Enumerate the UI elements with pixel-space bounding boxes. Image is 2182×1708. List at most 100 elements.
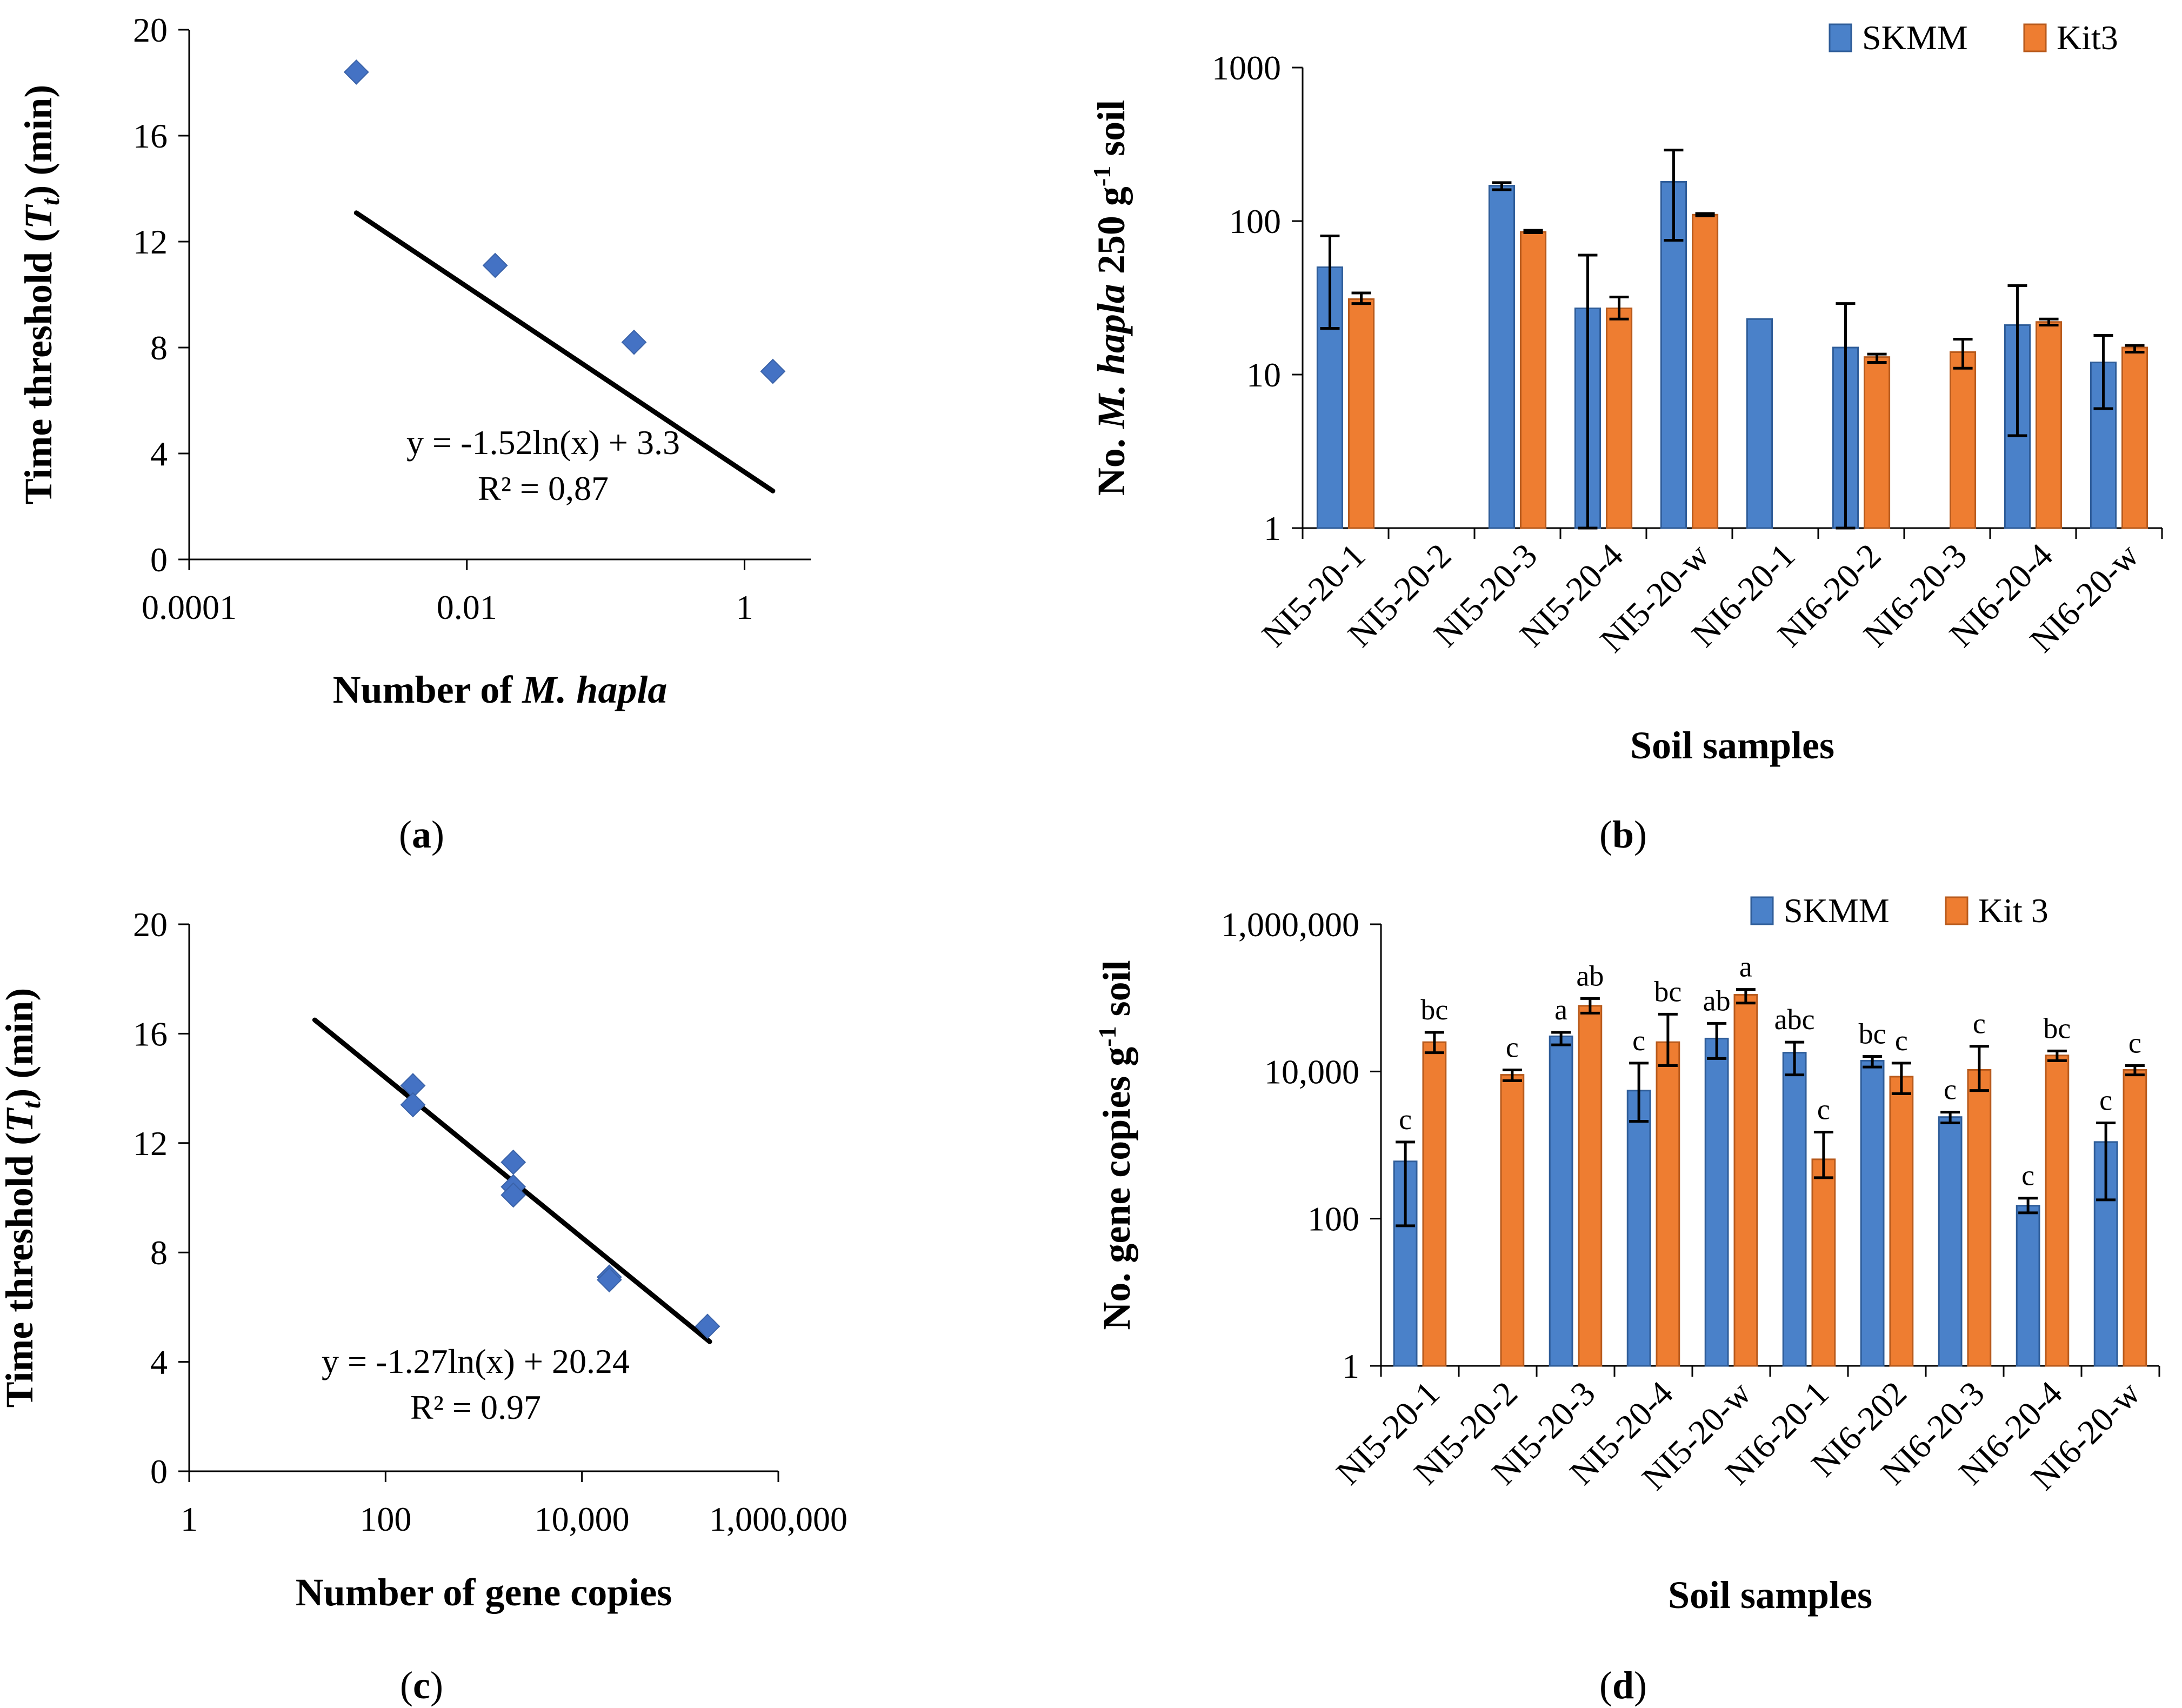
skmm-bar bbox=[1549, 1035, 1573, 1367]
skmm-bar bbox=[1938, 1116, 1963, 1367]
x-axis-title: Number of gene copies bbox=[296, 1571, 672, 1614]
y-axis-title-superscript: -1 bbox=[1093, 1026, 1121, 1046]
y-tick-label: 10 bbox=[1246, 356, 1281, 394]
trendline-equation: y = -1.27ln(x) + 20.24 bbox=[322, 1342, 630, 1380]
x-axis-title: Soil samples bbox=[1630, 724, 1834, 767]
legend-label: SKMM bbox=[1862, 18, 1968, 57]
y-axis-title-suffix: ) (min) bbox=[0, 988, 41, 1102]
y-axis-title-italic: T bbox=[0, 1107, 41, 1132]
significance-letter: bc bbox=[1420, 993, 1448, 1026]
kit3-bar bbox=[1967, 1069, 1992, 1367]
y-axis-title-subscript: t bbox=[36, 197, 65, 205]
r-squared-label: R² = 0.97 bbox=[410, 1388, 541, 1426]
data-point bbox=[760, 358, 786, 384]
skmm-bar bbox=[1782, 1052, 1807, 1367]
trendline-equation: y = -1.52ln(x) + 3.3 bbox=[406, 423, 680, 462]
x-tick-label: 0.01 bbox=[437, 588, 497, 626]
data-point bbox=[343, 59, 369, 85]
kit3-bar bbox=[2036, 321, 2063, 529]
kit3-bar bbox=[1578, 1005, 1603, 1367]
kit3-bar bbox=[1864, 356, 1891, 529]
y-tick-label: 16 bbox=[133, 117, 168, 155]
significance-letter: c bbox=[1817, 1093, 1830, 1126]
significance-letter: a bbox=[1554, 993, 1567, 1026]
y-tick-label: 8 bbox=[150, 1233, 168, 1272]
y-tick-label: 16 bbox=[133, 1015, 168, 1053]
y-axis-title-italic: M. hapla bbox=[1090, 284, 1133, 429]
significance-letter: c bbox=[1895, 1024, 1908, 1057]
x-axis-title-italic: M. hapla bbox=[522, 668, 667, 711]
significance-letter: bc bbox=[1859, 1018, 1886, 1050]
y-tick-label: 0 bbox=[150, 541, 168, 579]
kit3-bar bbox=[1733, 994, 1758, 1367]
y-tick-label: 20 bbox=[133, 905, 168, 944]
y-axis-title: Time threshold (Tt) (min) bbox=[17, 85, 65, 505]
significance-letter: c bbox=[1944, 1073, 1957, 1106]
y-tick-label: 12 bbox=[133, 1124, 168, 1163]
data-point bbox=[695, 1313, 720, 1339]
x-tick-label: 1 bbox=[181, 1500, 198, 1538]
significance-letter: a bbox=[1739, 951, 1752, 983]
legend-swatch bbox=[1829, 23, 1852, 52]
data-point bbox=[400, 1092, 426, 1118]
significance-letter: c bbox=[1399, 1103, 1412, 1136]
y-axis-title-subscript: t bbox=[17, 1100, 46, 1109]
y-axis-title: Time threshold (Tt) (min) bbox=[0, 988, 46, 1408]
y-axis-title-mid: 250 g bbox=[1090, 186, 1133, 284]
significance-letter: c bbox=[2128, 1027, 2141, 1059]
x-axis-title: Soil samples bbox=[1668, 1573, 1872, 1617]
significance-letter: c bbox=[1632, 1024, 1645, 1057]
kit3-bar bbox=[1606, 307, 1633, 529]
x-tick-label: 1,000,000 bbox=[709, 1500, 848, 1538]
y-tick-label: 1 bbox=[1342, 1347, 1359, 1385]
data-point bbox=[621, 329, 647, 355]
y-tick-label: 20 bbox=[133, 11, 168, 49]
x-tick-label: 1 bbox=[736, 588, 753, 626]
kit3-bar bbox=[1500, 1074, 1525, 1367]
chart-panel-d: 110010,0001,000,000cbcNI5-20-1cNI5-20-2a… bbox=[1093, 891, 2160, 1617]
x-tick-label: 100 bbox=[359, 1500, 411, 1538]
y-tick-label: 0 bbox=[150, 1452, 168, 1491]
skmm-bar bbox=[1488, 185, 1515, 529]
chart-panel-a: 0 4 8 12 16 20 0.0001 0.01 1 y = -1.52ln(x) + 3.3… bbox=[17, 11, 811, 711]
y-axis-title-prefix: No. gene copies g bbox=[1095, 1047, 1138, 1330]
x-axis-title-prefix: Number of bbox=[333, 668, 523, 711]
data-point bbox=[482, 252, 508, 278]
trendline bbox=[353, 210, 776, 493]
chart-panel-b: 1101001000NI5-20-1NI5-20-2NI5-20-3NI5-20… bbox=[1088, 18, 2163, 767]
y-tick-label: 1000 bbox=[1212, 49, 1281, 87]
chart-panel-c: 0 4 8 12 16 20 1 100 10,000 1,000,000 y = -1.27ln(… bbox=[0, 905, 848, 1614]
caption-a: (a) bbox=[399, 813, 444, 856]
y-axis-title-prefix: Time threshold ( bbox=[17, 229, 60, 504]
y-tick-label: 10,000 bbox=[1264, 1052, 1359, 1091]
significance-letter: c bbox=[1506, 1031, 1519, 1063]
significance-letter: ab bbox=[1703, 984, 1731, 1017]
kit3-bar bbox=[2121, 346, 2148, 529]
caption-c: (c) bbox=[400, 1664, 443, 1707]
y-tick-label: 1,000,000 bbox=[1221, 905, 1359, 944]
y-tick-label: 4 bbox=[150, 435, 168, 473]
kit3-bar bbox=[1656, 1041, 1680, 1367]
y-tick-label: 12 bbox=[133, 223, 168, 261]
kit3-bar bbox=[2045, 1055, 2070, 1367]
y-tick-label: 100 bbox=[1307, 1200, 1359, 1238]
skmm-bar bbox=[1746, 318, 1773, 529]
significance-letter: bc bbox=[2043, 1012, 2071, 1044]
y-tick-label: 100 bbox=[1229, 202, 1281, 241]
kit3-bar bbox=[1422, 1041, 1447, 1367]
significance-letter: c bbox=[2021, 1159, 2034, 1192]
legend-label: Kit 3 bbox=[1978, 891, 2048, 930]
legend-swatch bbox=[2023, 23, 2047, 52]
significance-letter: c bbox=[2099, 1084, 2112, 1117]
skmm-bar bbox=[1316, 266, 1343, 529]
kit3-bar bbox=[2123, 1069, 2147, 1367]
kit3-bar bbox=[1348, 298, 1375, 529]
skmm-bar bbox=[1860, 1059, 1885, 1367]
y-axis-title: No. gene copies g-1 soil bbox=[1093, 960, 1138, 1330]
significance-letter: abc bbox=[1774, 1003, 1815, 1036]
kit3-bar bbox=[1692, 214, 1719, 529]
y-tick-label: 4 bbox=[150, 1343, 168, 1382]
y-axis-title-prefix: Time threshold ( bbox=[0, 1132, 41, 1407]
x-tick-label: 0.0001 bbox=[142, 588, 237, 626]
significance-letter: bc bbox=[1654, 975, 1681, 1008]
